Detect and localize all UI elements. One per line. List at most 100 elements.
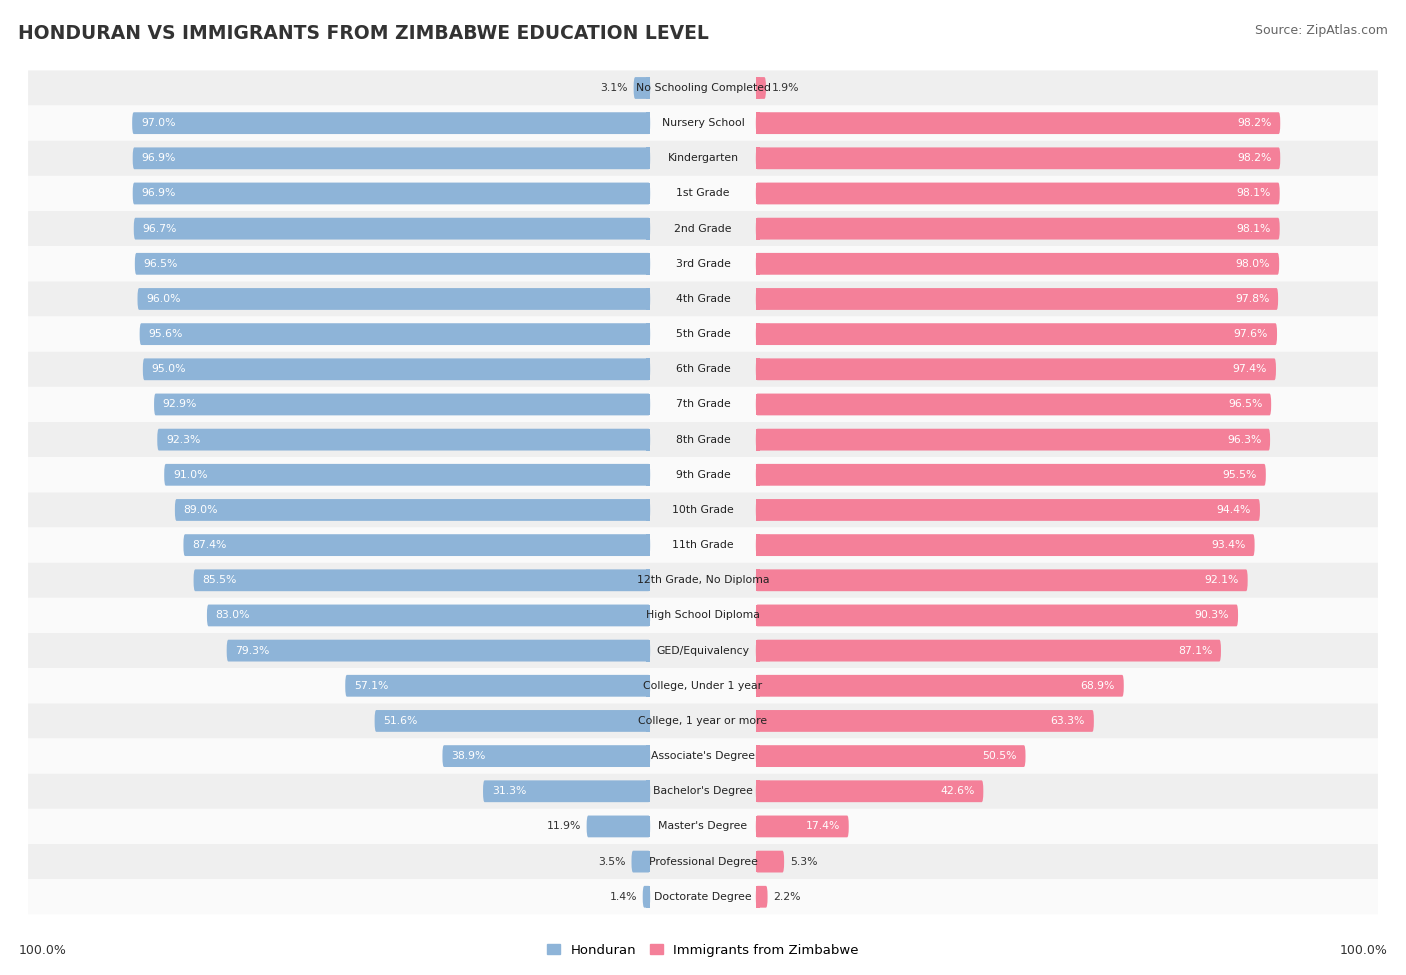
FancyBboxPatch shape: [28, 738, 1378, 774]
FancyBboxPatch shape: [643, 886, 650, 908]
Text: 57.1%: 57.1%: [354, 681, 388, 690]
Text: 42.6%: 42.6%: [941, 786, 974, 797]
FancyBboxPatch shape: [756, 710, 1094, 732]
Bar: [756, 288, 761, 310]
Bar: [756, 851, 761, 873]
Text: 91.0%: 91.0%: [173, 470, 208, 480]
FancyBboxPatch shape: [28, 140, 1378, 175]
FancyBboxPatch shape: [28, 387, 1378, 422]
Bar: [756, 359, 761, 380]
FancyBboxPatch shape: [132, 147, 650, 170]
FancyBboxPatch shape: [28, 282, 1378, 317]
Text: 38.9%: 38.9%: [451, 751, 485, 761]
Bar: [756, 147, 761, 170]
Text: 3.1%: 3.1%: [600, 83, 627, 93]
FancyBboxPatch shape: [28, 563, 1378, 598]
Text: 92.1%: 92.1%: [1205, 575, 1239, 585]
Bar: [645, 429, 650, 450]
FancyBboxPatch shape: [28, 247, 1378, 282]
Text: 95.5%: 95.5%: [1223, 470, 1257, 480]
Bar: [756, 394, 761, 415]
Bar: [756, 640, 761, 661]
FancyBboxPatch shape: [165, 464, 650, 486]
FancyBboxPatch shape: [28, 105, 1378, 140]
FancyBboxPatch shape: [207, 604, 650, 626]
FancyBboxPatch shape: [756, 324, 1277, 345]
Bar: [645, 569, 650, 591]
FancyBboxPatch shape: [756, 217, 1279, 240]
FancyBboxPatch shape: [28, 703, 1378, 738]
Text: 93.4%: 93.4%: [1212, 540, 1246, 550]
FancyBboxPatch shape: [756, 112, 1281, 134]
Text: 94.4%: 94.4%: [1216, 505, 1251, 515]
Text: 95.0%: 95.0%: [152, 365, 186, 374]
FancyBboxPatch shape: [756, 288, 1278, 310]
FancyBboxPatch shape: [134, 217, 650, 240]
Text: 96.7%: 96.7%: [142, 223, 177, 234]
Bar: [645, 359, 650, 380]
FancyBboxPatch shape: [28, 457, 1378, 492]
Text: 2nd Grade: 2nd Grade: [675, 223, 731, 234]
Text: 97.6%: 97.6%: [1234, 330, 1268, 339]
Bar: [645, 499, 650, 521]
FancyBboxPatch shape: [28, 598, 1378, 633]
FancyBboxPatch shape: [174, 499, 650, 521]
Bar: [645, 851, 650, 873]
Bar: [756, 112, 761, 134]
Text: 5.3%: 5.3%: [790, 857, 817, 867]
FancyBboxPatch shape: [28, 492, 1378, 527]
Text: HONDURAN VS IMMIGRANTS FROM ZIMBABWE EDUCATION LEVEL: HONDURAN VS IMMIGRANTS FROM ZIMBABWE EDU…: [18, 24, 709, 43]
FancyBboxPatch shape: [756, 569, 1247, 591]
FancyBboxPatch shape: [194, 569, 650, 591]
Text: 17.4%: 17.4%: [806, 821, 839, 832]
Text: 96.9%: 96.9%: [142, 188, 176, 199]
Bar: [645, 217, 650, 240]
Text: 98.2%: 98.2%: [1237, 118, 1271, 128]
Bar: [645, 182, 650, 205]
Text: 87.4%: 87.4%: [193, 540, 226, 550]
Text: 79.3%: 79.3%: [235, 645, 270, 655]
FancyBboxPatch shape: [226, 640, 650, 661]
Bar: [645, 640, 650, 661]
FancyBboxPatch shape: [756, 815, 849, 838]
FancyBboxPatch shape: [28, 352, 1378, 387]
FancyBboxPatch shape: [28, 633, 1378, 668]
Text: 4th Grade: 4th Grade: [676, 294, 730, 304]
Bar: [756, 464, 761, 486]
Bar: [756, 675, 761, 697]
Text: 87.1%: 87.1%: [1178, 645, 1212, 655]
Text: 3.5%: 3.5%: [598, 857, 626, 867]
FancyBboxPatch shape: [443, 745, 650, 767]
Bar: [645, 253, 650, 275]
Text: 96.3%: 96.3%: [1227, 435, 1261, 445]
FancyBboxPatch shape: [132, 182, 650, 205]
Text: Professional Degree: Professional Degree: [648, 857, 758, 867]
Bar: [756, 182, 761, 205]
Text: 51.6%: 51.6%: [384, 716, 418, 726]
Text: 100.0%: 100.0%: [1340, 945, 1388, 957]
Text: 2.2%: 2.2%: [773, 892, 801, 902]
FancyBboxPatch shape: [756, 253, 1279, 275]
Bar: [756, 569, 761, 591]
FancyBboxPatch shape: [28, 70, 1378, 105]
FancyBboxPatch shape: [756, 780, 983, 802]
Text: 6th Grade: 6th Grade: [676, 365, 730, 374]
FancyBboxPatch shape: [157, 429, 650, 450]
Text: College, Under 1 year: College, Under 1 year: [644, 681, 762, 690]
Text: 96.9%: 96.9%: [142, 153, 176, 164]
Bar: [645, 112, 650, 134]
FancyBboxPatch shape: [28, 844, 1378, 879]
Text: GED/Equivalency: GED/Equivalency: [657, 645, 749, 655]
FancyBboxPatch shape: [756, 394, 1271, 415]
Text: 1st Grade: 1st Grade: [676, 188, 730, 199]
Bar: [645, 886, 650, 908]
FancyBboxPatch shape: [631, 851, 650, 873]
Text: 97.8%: 97.8%: [1234, 294, 1270, 304]
Text: 97.4%: 97.4%: [1233, 365, 1267, 374]
Bar: [645, 745, 650, 767]
Bar: [645, 288, 650, 310]
Text: 7th Grade: 7th Grade: [676, 400, 730, 410]
Text: 95.6%: 95.6%: [149, 330, 183, 339]
Text: 85.5%: 85.5%: [202, 575, 236, 585]
Legend: Honduran, Immigrants from Zimbabwe: Honduran, Immigrants from Zimbabwe: [541, 938, 865, 962]
